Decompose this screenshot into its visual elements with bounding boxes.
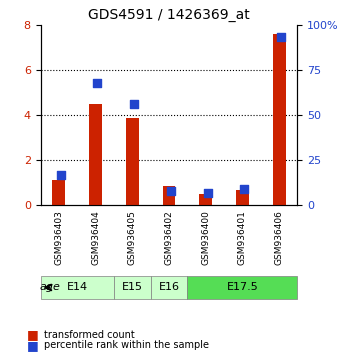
Point	[242, 186, 247, 192]
FancyBboxPatch shape	[41, 276, 114, 299]
Point	[95, 80, 100, 85]
Bar	[273, 34, 286, 205]
Bar	[236, 189, 249, 205]
FancyBboxPatch shape	[114, 276, 151, 299]
Title: GDS4591 / 1426369_at: GDS4591 / 1426369_at	[88, 8, 250, 22]
Text: ■: ■	[27, 328, 39, 341]
FancyBboxPatch shape	[187, 276, 297, 299]
Bar	[163, 186, 175, 205]
Text: age: age	[40, 282, 61, 292]
Point	[278, 35, 284, 40]
Bar	[126, 119, 139, 205]
Text: ■: ■	[27, 339, 39, 352]
Text: transformed count: transformed count	[44, 330, 135, 339]
Text: E16: E16	[159, 282, 179, 292]
Text: E17.5: E17.5	[226, 282, 258, 292]
Point	[131, 101, 137, 107]
FancyBboxPatch shape	[151, 276, 187, 299]
Bar	[52, 181, 65, 205]
Point	[168, 188, 173, 194]
Text: percentile rank within the sample: percentile rank within the sample	[44, 340, 209, 350]
Text: E14: E14	[67, 282, 88, 292]
Point	[205, 190, 210, 195]
Bar	[89, 104, 102, 205]
Text: E15: E15	[122, 282, 143, 292]
Point	[58, 172, 64, 177]
Bar	[199, 194, 212, 205]
